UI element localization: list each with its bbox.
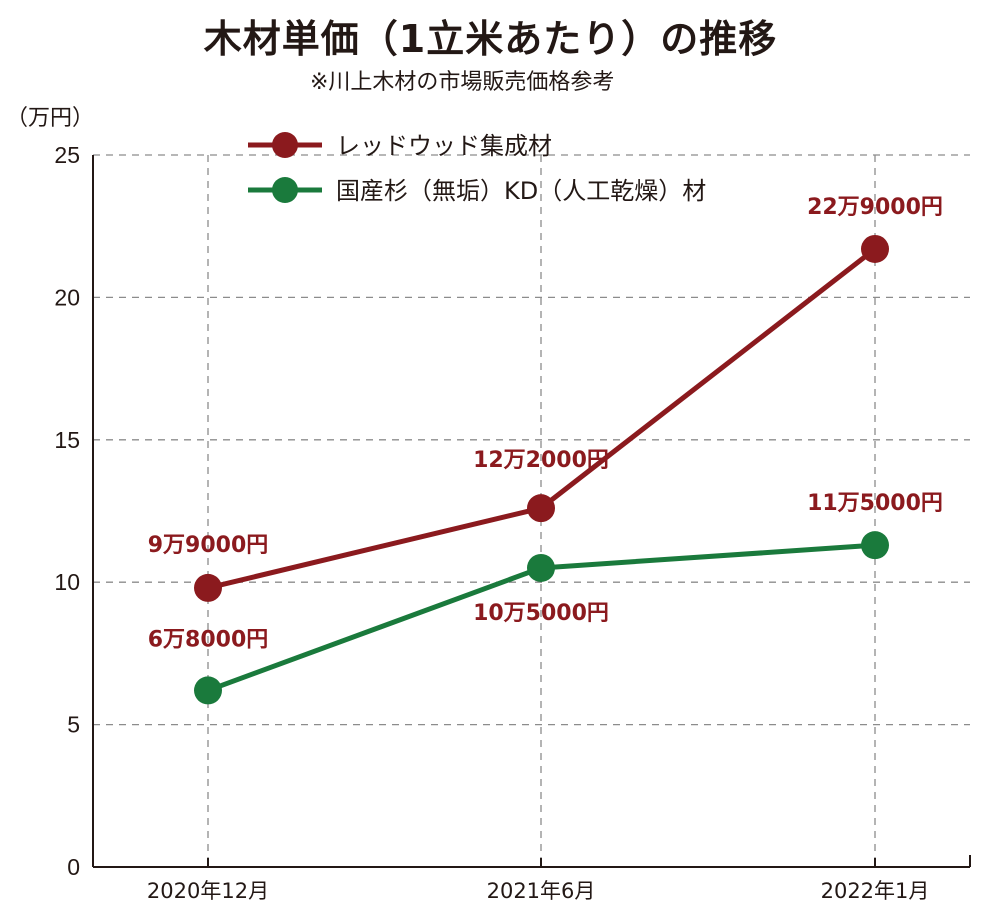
data-labels: 9万9000円 12万2000円 22万9000円 6万8000円 10万5000円 11… bbox=[148, 195, 943, 652]
y-tick-label: 0 bbox=[67, 854, 80, 880]
legend-label: 国産杉（無垢）KD（人工乾燥）材 bbox=[336, 177, 706, 205]
data-label: 11万5000円 bbox=[807, 491, 943, 516]
y-tick-label: 10 bbox=[54, 569, 80, 595]
chart-title: 木材単価（1立米あたり）の推移 bbox=[203, 17, 778, 61]
data-point bbox=[194, 573, 222, 602]
legend-label: レッドウッド集成材 bbox=[336, 132, 552, 160]
data-label: 6万8000円 bbox=[148, 627, 269, 652]
x-tick-label: 2020年12月 bbox=[147, 879, 269, 903]
y-tick-label: 5 bbox=[67, 712, 80, 738]
data-point bbox=[527, 553, 555, 582]
x-tick-label: 2022年1月 bbox=[821, 879, 930, 903]
data-label: 12万2000円 bbox=[473, 448, 609, 473]
legend-marker bbox=[272, 177, 298, 203]
y-tick-label: 15 bbox=[54, 427, 80, 453]
data-point bbox=[527, 494, 555, 523]
data-label: 9万9000円 bbox=[148, 533, 269, 558]
series bbox=[194, 234, 889, 705]
y-axis-unit-label: （万円） bbox=[6, 106, 95, 131]
data-label: 22万9000円 bbox=[807, 195, 943, 220]
axes: 0 5 10 15 20 25 2020年12月 2021年6月 2022年1月 bbox=[54, 142, 971, 903]
chart-subtitle: ※川上木材の市場販売価格参考 bbox=[310, 70, 615, 95]
legend-marker bbox=[272, 132, 298, 158]
y-tick-label: 20 bbox=[54, 284, 80, 310]
data-point bbox=[861, 531, 889, 560]
data-label: 10万5000円 bbox=[473, 601, 609, 626]
data-point bbox=[194, 676, 222, 705]
data-point bbox=[861, 234, 889, 263]
y-tick-label: 25 bbox=[54, 142, 80, 168]
x-tick-label: 2021年6月 bbox=[487, 879, 596, 903]
